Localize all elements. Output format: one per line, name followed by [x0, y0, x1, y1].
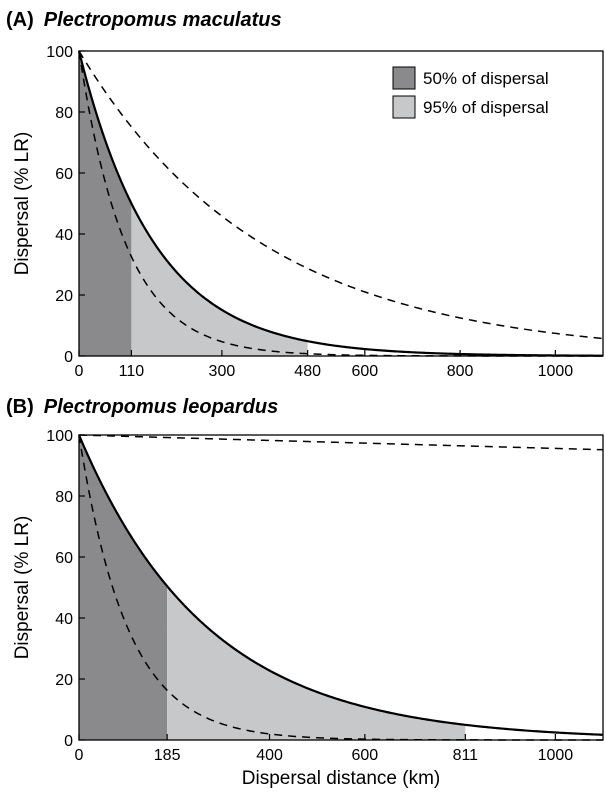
x-tick-label: 600	[351, 747, 378, 764]
panel-b-title: (B) Plectropomus leopardus	[6, 396, 278, 418]
x-tick-label: 400	[256, 747, 283, 764]
legend-label-95pct: 95% of dispersal	[423, 98, 549, 117]
panel-a-y-axis: 0 20 40 60 80 100	[46, 44, 85, 366]
legend-swatch-95pct	[392, 95, 416, 119]
panel-b-x-axis: 0 185 400 600 811 1000	[75, 734, 574, 764]
panel-a-x-axis: 0 110 300 480 600 800 1000	[75, 350, 574, 380]
y-tick-label: 20	[55, 672, 73, 689]
y-tick-label: 0	[64, 349, 73, 366]
x-tick-label: 110	[119, 363, 145, 380]
legend-swatch-50pct	[392, 66, 416, 90]
x-tick-label: 1000	[538, 747, 574, 764]
panel-b-species: Plectropomus leopardus	[44, 396, 279, 418]
region-50pct	[79, 435, 168, 740]
region-95pct	[167, 586, 466, 740]
panel-a-species: Plectropomus maculatus	[44, 9, 282, 31]
x-tick-label: 1000	[538, 363, 574, 380]
region-95pct	[131, 203, 308, 356]
panel-a: (A) Plectropomus maculatus 0 110 300 480 600 8…	[6, 9, 604, 380]
y-tick-label: 20	[55, 288, 73, 305]
legend-label-50pct: 50% of dispersal	[423, 69, 549, 88]
x-tick-label: 800	[447, 363, 474, 380]
x-tick-label: 600	[351, 363, 378, 380]
y-tick-label: 100	[46, 44, 73, 61]
x-tick-label: 300	[209, 363, 236, 380]
panel-a-title: (A) Plectropomus maculatus	[6, 9, 282, 31]
panel-b-y-axis: 0 20 40 60 80 100	[46, 428, 85, 750]
y-tick-label: 40	[55, 227, 73, 244]
dispersal-curve	[77, 50, 604, 357]
x-tick-label: 480	[294, 363, 321, 380]
y-tick-label: 60	[55, 550, 73, 567]
y-tick-label: 80	[55, 105, 73, 122]
panel-a-legend: 50% of dispersal 95% of dispersal	[392, 66, 549, 119]
dispersal-curve-dashed-2	[78, 50, 604, 340]
y-tick-label: 40	[55, 611, 73, 628]
x-tick-label: 0	[75, 747, 84, 764]
panel-a-y-axis-label: Dispersal (% LR)	[12, 132, 33, 276]
y-tick-label: 60	[55, 166, 73, 183]
panel-b-y-axis-label: Dispersal (% LR)	[12, 516, 33, 660]
panel-b-letter: (B)	[6, 396, 34, 418]
x-tick-label: 811	[453, 747, 479, 764]
x-tick-label: 0	[75, 363, 84, 380]
panel-a-letter: (A)	[6, 9, 34, 31]
panel-a-regions	[79, 51, 308, 356]
panel-b-regions	[79, 435, 466, 740]
x-tick-label: 185	[154, 747, 181, 764]
panel-b-frame	[78, 434, 604, 741]
y-tick-label: 0	[64, 733, 73, 750]
y-tick-label: 80	[55, 489, 73, 506]
panel-b-x-axis-label: Dispersal distance (km)	[242, 768, 441, 789]
y-tick-label: 100	[46, 428, 73, 445]
panel-a-frame	[78, 50, 604, 357]
dispersal-curve-dashed-2	[78, 434, 604, 451]
panel-b: (B) Plectropomus leopardus 0 185 400 600 811 1…	[6, 396, 604, 789]
dispersal-curve	[77, 434, 604, 736]
